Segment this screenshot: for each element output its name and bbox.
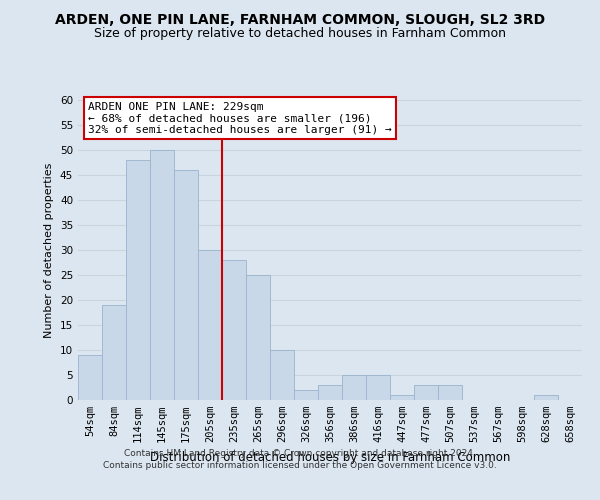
Bar [246, 275, 270, 400]
Bar [198, 250, 222, 400]
Bar [390, 395, 414, 400]
Text: ARDEN, ONE PIN LANE, FARNHAM COMMON, SLOUGH, SL2 3RD: ARDEN, ONE PIN LANE, FARNHAM COMMON, SLO… [55, 12, 545, 26]
Bar [366, 375, 390, 400]
Text: Size of property relative to detached houses in Farnham Common: Size of property relative to detached ho… [94, 28, 506, 40]
Text: Contains HM Land Registry data © Crown copyright and database right 2024.: Contains HM Land Registry data © Crown c… [124, 448, 476, 458]
Bar [534, 395, 558, 400]
Bar [342, 375, 366, 400]
X-axis label: Distribution of detached houses by size in Farnham Common: Distribution of detached houses by size … [150, 450, 510, 464]
Bar [102, 305, 126, 400]
Text: ARDEN ONE PIN LANE: 229sqm
← 68% of detached houses are smaller (196)
32% of sem: ARDEN ONE PIN LANE: 229sqm ← 68% of deta… [88, 102, 392, 134]
Bar [318, 385, 342, 400]
Bar [222, 260, 246, 400]
Bar [126, 160, 150, 400]
Bar [150, 150, 174, 400]
Bar [270, 350, 294, 400]
Bar [174, 170, 198, 400]
Bar [294, 390, 318, 400]
Y-axis label: Number of detached properties: Number of detached properties [44, 162, 55, 338]
Text: Contains public sector information licensed under the Open Government Licence v3: Contains public sector information licen… [103, 461, 497, 470]
Bar [78, 355, 102, 400]
Bar [414, 385, 438, 400]
Bar [438, 385, 462, 400]
